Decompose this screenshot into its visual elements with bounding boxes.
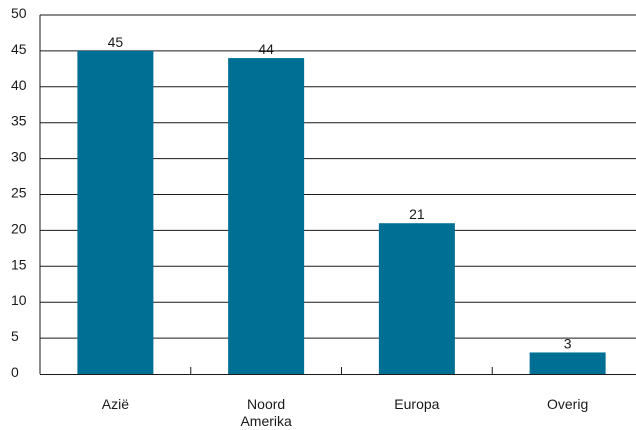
y-tick-label-15: 15: [11, 256, 27, 272]
y-tick-label-35: 35: [11, 113, 27, 129]
data-label-2: 21: [409, 206, 425, 222]
y-tick-label-45: 45: [11, 41, 27, 57]
y-tick-label-40: 40: [11, 77, 27, 93]
data-label-3: 3: [564, 335, 572, 351]
bar-1: [228, 58, 305, 375]
bar-3: [529, 352, 606, 374]
y-tick-label-30: 30: [11, 149, 27, 165]
y-tick-label-50: 50: [11, 5, 27, 21]
y-axis-tick-labels: 0 5 10 15 20 25 30 35 40 45 50: [11, 5, 27, 380]
data-label-1: 44: [258, 41, 274, 57]
y-tick-label-0: 0: [11, 364, 19, 380]
bars: [77, 50, 606, 375]
data-labels: 45 44 21 3: [108, 34, 572, 352]
bar-0: [77, 50, 154, 375]
category-label-3: Overig: [547, 396, 588, 412]
x-axis: Azië Noord Amerika Europa Overig: [40, 367, 636, 429]
y-tick-label-25: 25: [11, 185, 27, 201]
category-label-1: Noord Amerika: [240, 396, 292, 429]
category-label-2: Europa: [394, 396, 439, 412]
y-tick-label-20: 20: [11, 220, 27, 236]
data-label-0: 45: [108, 34, 124, 50]
bar-2: [378, 223, 455, 374]
category-label-0: Azië: [102, 396, 129, 412]
y-tick-label-5: 5: [11, 328, 19, 344]
y-tick-label-10: 10: [11, 292, 27, 308]
